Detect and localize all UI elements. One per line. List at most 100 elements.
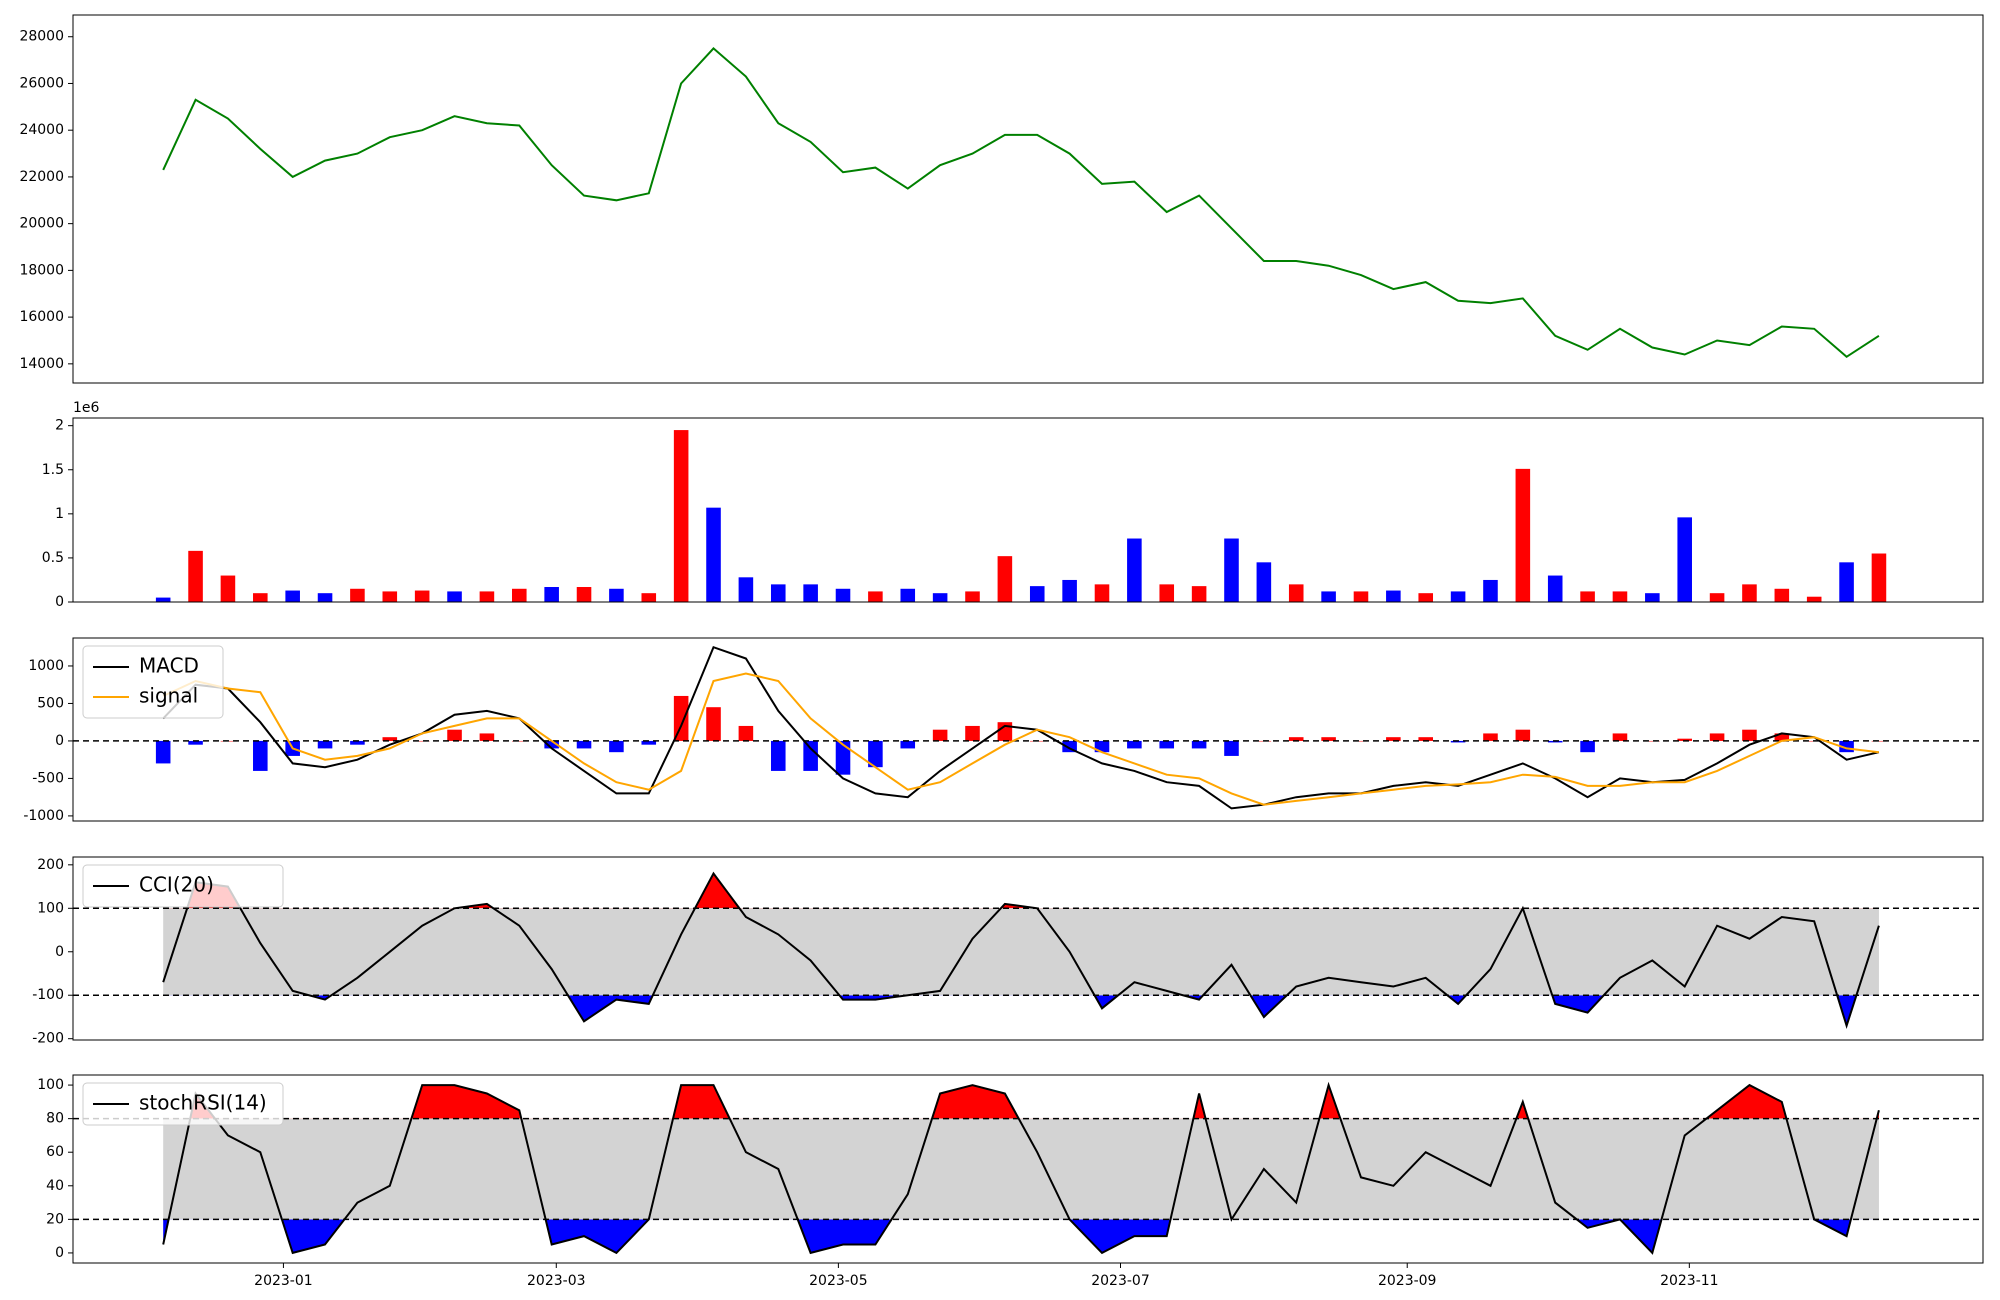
bar bbox=[1450, 591, 1466, 602]
bar bbox=[1256, 562, 1272, 602]
panel-foreground: -200 -100 0 100 200 CCI(20) bbox=[32, 856, 1984, 1047]
histogram-bar bbox=[1094, 740, 1110, 753]
y-tick-label: 0.5 bbox=[42, 550, 64, 566]
bar bbox=[1871, 553, 1887, 602]
bar bbox=[1159, 584, 1175, 602]
bar bbox=[1709, 593, 1725, 602]
y-tick-label: 16000 bbox=[19, 309, 64, 325]
bar bbox=[868, 591, 883, 602]
y-tick-label: 28000 bbox=[19, 29, 64, 45]
bar bbox=[1353, 591, 1369, 602]
bar bbox=[511, 588, 527, 602]
bar bbox=[1029, 586, 1045, 602]
y-tick-label: 24000 bbox=[19, 122, 64, 138]
histogram-bar bbox=[1645, 740, 1660, 742]
histogram-bar bbox=[932, 729, 948, 741]
histogram-bar bbox=[253, 740, 268, 771]
bar bbox=[1677, 517, 1692, 602]
y-tick-label: 1.5 bbox=[42, 462, 64, 478]
y-tick-label: 1000 bbox=[28, 658, 64, 674]
bar bbox=[835, 588, 851, 602]
histogram-bar bbox=[1127, 740, 1142, 749]
y-tick-label: -100 bbox=[32, 987, 64, 1003]
histogram-bar bbox=[868, 740, 883, 768]
y-tick-label: 26000 bbox=[19, 75, 64, 91]
bar bbox=[706, 507, 721, 602]
series-line bbox=[162, 871, 1880, 1030]
axes-frame bbox=[72, 856, 1984, 1041]
y-tick-label: 22000 bbox=[19, 169, 64, 185]
panel-foreground: 0 20 40 60 80 100 2023-01 2023-03 2023-05 2023-07… bbox=[37, 1074, 1984, 1289]
histogram-bar bbox=[511, 740, 527, 742]
histogram-bar bbox=[1677, 738, 1692, 741]
legend: CCI(20) bbox=[82, 864, 284, 908]
series-line bbox=[162, 645, 1880, 810]
exceed-fill bbox=[163, 1219, 1879, 1253]
bar bbox=[544, 587, 559, 602]
bar bbox=[997, 556, 1013, 602]
panel bbox=[73, 645, 1983, 810]
histogram-bar bbox=[1839, 740, 1854, 753]
bar bbox=[770, 584, 786, 602]
legend-label: signal bbox=[139, 684, 198, 708]
bar bbox=[155, 597, 171, 602]
bar bbox=[673, 430, 689, 602]
bar bbox=[1515, 468, 1531, 602]
bar bbox=[738, 577, 754, 602]
histogram-bar bbox=[1709, 733, 1725, 741]
panel bbox=[155, 430, 1887, 602]
histogram-bar bbox=[1774, 733, 1790, 741]
bar bbox=[1645, 593, 1660, 602]
bar bbox=[447, 591, 462, 602]
panel-foreground: 0 0.5 1 1.5 2 1e6 bbox=[42, 400, 1984, 610]
histogram-bar bbox=[1418, 737, 1434, 741]
band-fill bbox=[163, 1118, 1879, 1220]
histogram-bar bbox=[1742, 729, 1757, 741]
bar bbox=[317, 593, 333, 602]
bar bbox=[1774, 588, 1790, 602]
legend-box bbox=[82, 864, 284, 908]
bar bbox=[253, 593, 268, 602]
bar bbox=[188, 550, 203, 602]
histogram-bar bbox=[706, 707, 721, 741]
bar bbox=[1127, 538, 1142, 602]
histogram-bar bbox=[350, 740, 365, 745]
x-tick-label: 2023-05 bbox=[809, 1273, 868, 1289]
series-line bbox=[162, 1081, 1880, 1255]
axes-frame bbox=[72, 1074, 1984, 1264]
legend: MACD signal bbox=[82, 645, 224, 719]
bar bbox=[1839, 562, 1854, 602]
y-tick-label: -1000 bbox=[23, 808, 64, 824]
axes-frame bbox=[72, 637, 1984, 822]
histogram-bar bbox=[1159, 740, 1175, 749]
panel-foreground: -1000 -500 0 500 1000 MACD signal bbox=[23, 637, 1984, 824]
histogram-bar bbox=[803, 740, 818, 771]
panel bbox=[73, 871, 1983, 1030]
histogram-bar bbox=[835, 740, 851, 775]
bar bbox=[479, 591, 495, 602]
x-tick-label: 2023-01 bbox=[254, 1273, 313, 1289]
y-tick-label: 100 bbox=[37, 1077, 64, 1093]
histogram-bar bbox=[1321, 737, 1336, 741]
x-tick-label: 2023-07 bbox=[1091, 1273, 1150, 1289]
y-tick-label: 100 bbox=[37, 900, 64, 916]
axes-frame bbox=[72, 417, 1984, 603]
histogram-bar bbox=[447, 729, 462, 741]
histogram-bar bbox=[1612, 733, 1628, 741]
axes-frame bbox=[72, 14, 1984, 384]
y-tick-label: -500 bbox=[32, 770, 64, 786]
histogram-bar bbox=[576, 740, 592, 749]
histogram-bar bbox=[673, 695, 689, 741]
bar bbox=[1062, 579, 1077, 602]
bar bbox=[350, 588, 365, 602]
y-tick-label: -200 bbox=[32, 1031, 64, 1047]
histogram-bar bbox=[1386, 737, 1401, 741]
bar bbox=[1742, 584, 1757, 602]
histogram-bar bbox=[1288, 737, 1304, 741]
y-tick-label: 20000 bbox=[19, 216, 64, 232]
y-tick-label: 18000 bbox=[19, 262, 64, 278]
bar bbox=[932, 593, 948, 602]
histogram-bar bbox=[900, 740, 916, 749]
series-line bbox=[162, 47, 1880, 359]
